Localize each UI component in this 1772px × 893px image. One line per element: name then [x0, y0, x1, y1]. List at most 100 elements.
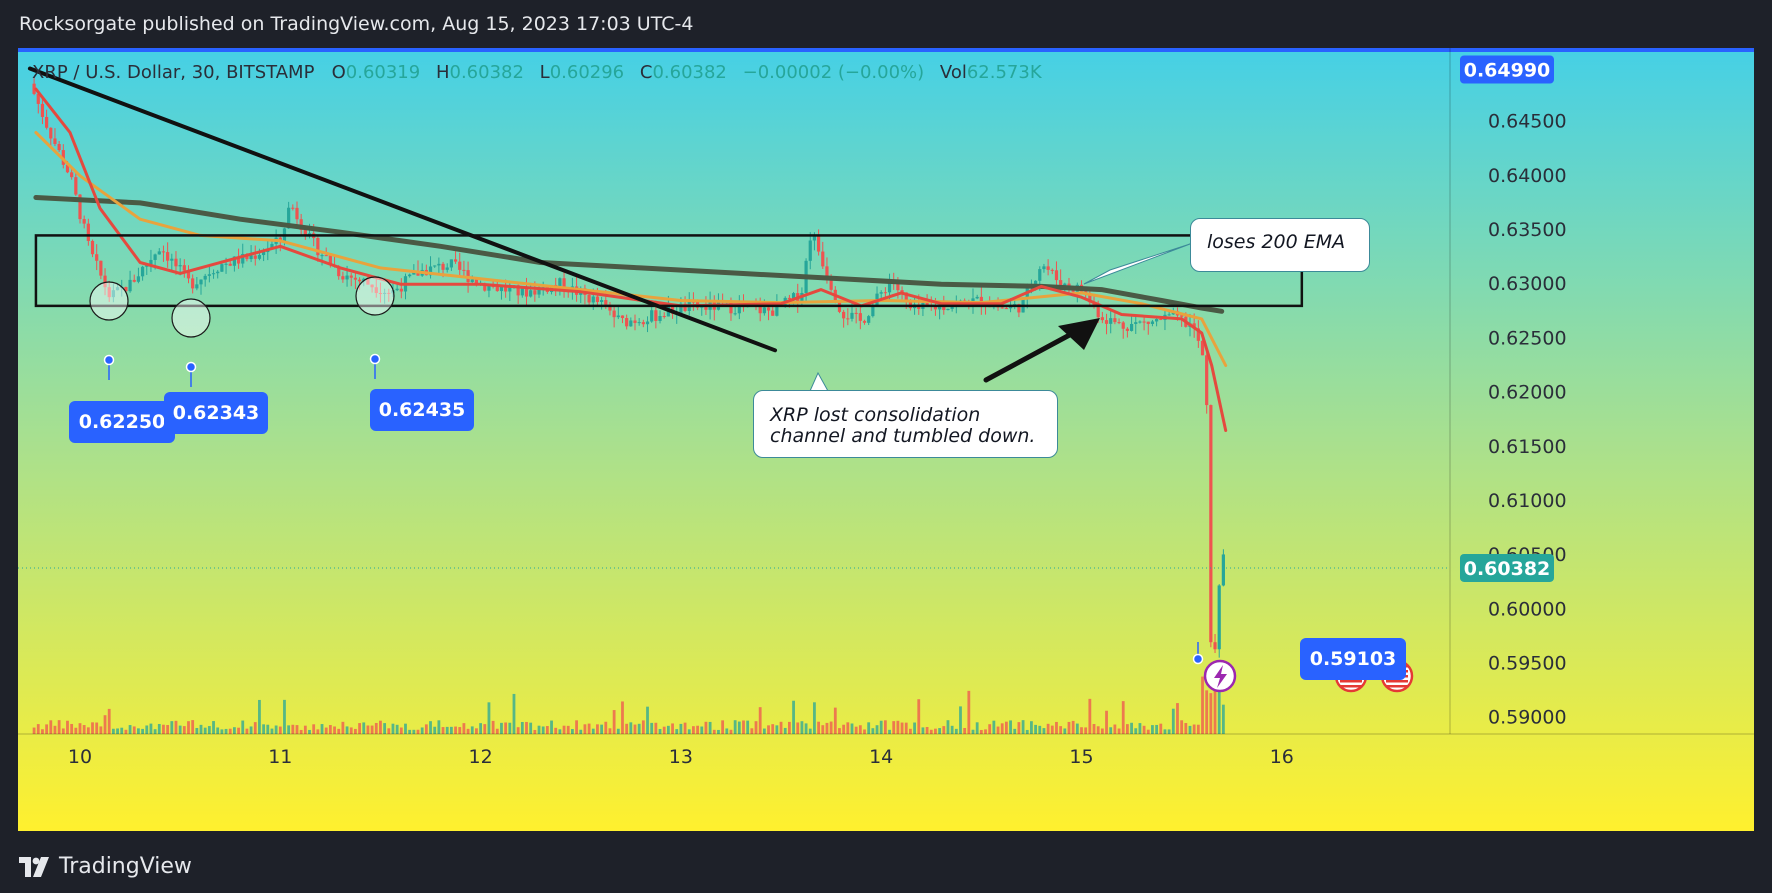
- volume-bar: [800, 721, 804, 734]
- candle-body: [1125, 328, 1130, 331]
- volume-bar: [374, 722, 378, 734]
- volume-bar: [679, 723, 683, 734]
- axes: 0.64500 0.64000 0.63500 0.63000 0.62500 0.620…: [18, 48, 1754, 768]
- volume-bar: [1146, 729, 1150, 734]
- candle-body: [1033, 280, 1038, 287]
- volume-bar: [708, 721, 712, 734]
- volume-bar: [174, 720, 178, 734]
- volume-bar: [871, 728, 875, 734]
- volume-bar: [232, 727, 236, 734]
- volume-bar: [700, 726, 704, 734]
- volume-bar: [1217, 679, 1221, 734]
- volume-bar: [1113, 724, 1117, 734]
- candle-body: [1054, 270, 1059, 281]
- volume-bar: [153, 729, 157, 734]
- candle-body: [320, 255, 324, 257]
- price-tag-2[interactable]: 0.62435: [370, 389, 474, 431]
- candle-body: [232, 256, 236, 266]
- candle-body: [462, 269, 466, 271]
- volume-bar: [487, 702, 491, 734]
- volume-bar: [224, 728, 228, 734]
- volume-bar: [241, 720, 245, 734]
- volume-bar: [813, 702, 816, 734]
- candle-body: [608, 304, 612, 311]
- candle-body: [324, 255, 328, 257]
- candle-body: [211, 273, 216, 275]
- candle-body: [195, 284, 199, 289]
- volume-bar: [61, 728, 65, 734]
- volume-bar: [825, 722, 829, 734]
- candle-body: [65, 164, 70, 173]
- candle-body: [1180, 315, 1184, 317]
- candle-body: [182, 265, 186, 271]
- last-price-label-box: [1460, 553, 1554, 582]
- volume-bar: [696, 725, 699, 734]
- candle-body: [808, 240, 812, 261]
- candle-body: [74, 177, 78, 195]
- candle-body: [887, 281, 892, 293]
- top-price-label-box: [1460, 55, 1554, 84]
- volume-bar: [278, 726, 282, 734]
- volume-bar: [1142, 725, 1146, 734]
- candle-body: [658, 316, 662, 321]
- volume-bar: [1213, 678, 1217, 734]
- volume-bar: [854, 726, 858, 734]
- volume-bar: [516, 727, 520, 734]
- candle-body: [378, 293, 383, 295]
- volume-bar: [733, 720, 737, 734]
- price-tick-label: 0.62000: [1488, 382, 1567, 404]
- brand[interactable]: TradingView: [19, 854, 192, 879]
- volume-bar: [207, 726, 211, 734]
- price-tag-3[interactable]: 0.59103: [1300, 638, 1406, 680]
- candle-body: [879, 292, 883, 294]
- ohlc-legend: XRP / U.S. Dollar, 30, BITSTAMP O0.60319…: [32, 62, 1052, 83]
- candle-body: [766, 307, 771, 311]
- volume-bar: [1030, 721, 1033, 734]
- volume-bar: [808, 728, 812, 734]
- price-chart[interactable]: 0.64500 0.64000 0.63500 0.63000 0.62500 0.620…: [18, 48, 1754, 831]
- volume-bar: [333, 726, 336, 734]
- volume-bar: [1088, 698, 1092, 734]
- volume-bar: [1209, 693, 1213, 734]
- candle-body: [1159, 319, 1163, 321]
- legend-vol-key: Vol: [939, 62, 967, 83]
- candle-body: [78, 194, 82, 220]
- volume-bar: [103, 715, 107, 734]
- callout-ema[interactable]: loses 200 EMA: [1190, 218, 1370, 272]
- volume-bar: [591, 728, 595, 734]
- candle-body: [57, 144, 61, 151]
- volume-bar: [971, 729, 975, 734]
- candle-body: [854, 312, 858, 314]
- candle-body: [115, 287, 120, 291]
- candle-body: [729, 301, 733, 314]
- candle-body: [295, 207, 299, 220]
- candle-body: [441, 263, 445, 270]
- candle-body: [1096, 305, 1100, 318]
- candle-body: [191, 278, 195, 289]
- volume-bar: [195, 727, 199, 734]
- callout-consolidation[interactable]: XRP lost consolidation channel and tumbl…: [753, 390, 1058, 458]
- candle-body: [900, 290, 904, 293]
- price-tag-0[interactable]: 0.62250: [69, 401, 175, 443]
- volume-bar: [775, 725, 779, 734]
- volume-bar: [266, 724, 270, 734]
- volume-bar: [86, 727, 90, 734]
- candle-body: [625, 318, 629, 327]
- volume-bar: [792, 700, 795, 734]
- chart-area[interactable]: 0.64500 0.64000 0.63500 0.63000 0.62500 0.620…: [18, 48, 1754, 831]
- volume-bar: [274, 725, 278, 734]
- volume-bar: [45, 724, 49, 734]
- candle-body: [537, 287, 541, 295]
- candle-body: [387, 292, 391, 294]
- legend-close: 0.60382: [652, 62, 727, 83]
- volume-bar: [99, 726, 103, 734]
- candle-body: [1209, 405, 1213, 643]
- volume-bar: [404, 723, 407, 734]
- volume-bar: [875, 725, 879, 734]
- volume-bar: [867, 722, 871, 734]
- candle-body: [679, 303, 683, 314]
- price-tag-1[interactable]: 0.62343: [164, 392, 268, 434]
- candle-body: [495, 286, 499, 292]
- candle-body: [1150, 321, 1155, 324]
- candle-body: [1050, 269, 1054, 271]
